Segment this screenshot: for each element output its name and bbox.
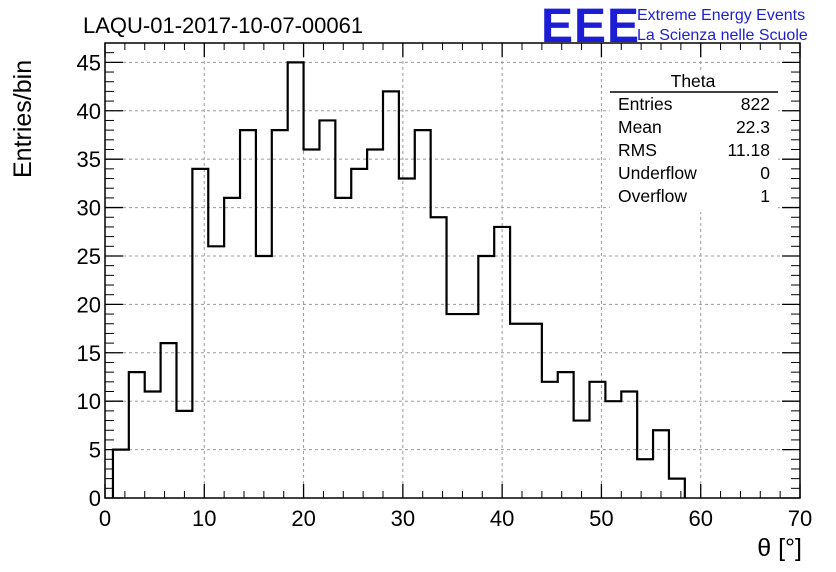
stats-row-label: Entries	[618, 94, 673, 114]
x-tick-label: 30	[391, 506, 415, 531]
chart-title: LAQU-01-2017-10-07-00061	[83, 13, 363, 38]
y-tick-label: 5	[89, 438, 101, 463]
stats-title: Theta	[671, 71, 716, 91]
histogram-outline	[111, 61, 686, 498]
x-tick-label: 0	[99, 506, 111, 531]
stats-row-value: 822	[741, 94, 770, 114]
stats-row-label: Overflow	[618, 186, 687, 206]
x-tick-label: 10	[192, 506, 216, 531]
x-tick-label: 40	[490, 506, 514, 531]
y-tick-label: 45	[77, 50, 101, 75]
stats-row-value: 11.18	[728, 140, 771, 160]
stats-row-label: Underflow	[618, 163, 697, 183]
stats-box: Theta Entries 822 Mean 22.3 RMS 11.18 Underflo…	[610, 71, 778, 212]
stats-row-value: 0	[760, 163, 770, 183]
logo-line-2: La Scienza nelle Scuole	[637, 27, 808, 44]
stats-rows: Entries 822 Mean 22.3 RMS 11.18 Underflow 0 Over…	[618, 94, 770, 206]
y-tick-labels: 0 5 10 15 20 25 30 35 40 45	[77, 50, 101, 511]
x-axis-title: θ [°]	[757, 534, 802, 562]
x-tick-labels: 0 10 20 30 40 50 60 70	[99, 506, 812, 531]
y-tick-label: 0	[89, 486, 101, 511]
grid-lines	[105, 43, 800, 498]
x-tick-label: 60	[688, 506, 712, 531]
y-tick-label: 25	[77, 244, 101, 269]
x-tick-label: 70	[788, 506, 812, 531]
x-tick-label: 50	[589, 506, 613, 531]
y-axis-title: Entries/bin	[9, 60, 37, 178]
stats-row-value: 1	[760, 186, 770, 206]
y-tick-label: 30	[77, 196, 101, 221]
y-tick-label: 20	[77, 292, 101, 317]
logo-mark: EEE	[541, 0, 640, 53]
axis-ticks	[104, 42, 801, 499]
plot-frame	[104, 42, 801, 499]
y-tick-label: 10	[77, 389, 101, 414]
stats-row-label: RMS	[618, 140, 657, 160]
stats-box-background	[610, 72, 778, 212]
stats-row-value: 22.3	[736, 117, 770, 137]
stats-row-label: Mean	[618, 117, 662, 137]
eee-logo: EEE Extreme Energy Events La Scienza nel…	[541, 0, 808, 53]
y-tick-label: 40	[77, 99, 101, 124]
y-tick-label: 15	[77, 341, 101, 366]
y-tick-label: 35	[77, 147, 101, 172]
x-tick-label: 20	[291, 506, 315, 531]
logo-line-1: Extreme Energy Events	[637, 7, 805, 24]
